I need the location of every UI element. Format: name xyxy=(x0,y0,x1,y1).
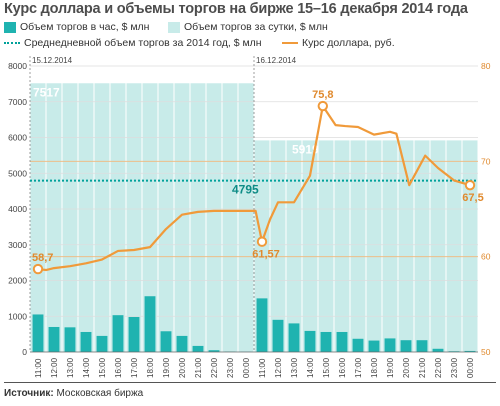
x-tick-label: 15:00 xyxy=(322,357,331,378)
y-right-tick-label: 70 xyxy=(481,156,491,166)
y-left-tick-label: 4000 xyxy=(8,204,27,214)
bar-hourly-volume xyxy=(32,314,44,352)
bar-hourly-volume xyxy=(400,340,412,352)
legend-daily-label: Объем торгов за сутки, $ млн xyxy=(184,21,328,33)
y-left-tick-label: 8000 xyxy=(8,61,27,71)
bar-hourly-volume xyxy=(160,331,172,352)
x-tick-label: 16:00 xyxy=(338,357,347,378)
y-left-tick-label: 1000 xyxy=(8,311,27,321)
bar-hourly-volume xyxy=(176,335,188,352)
bar-hourly-volume xyxy=(368,340,380,352)
x-tick-label: 14:00 xyxy=(306,357,315,378)
x-tick-label: 23:00 xyxy=(450,357,459,378)
source-line: Источник: Московская биржа xyxy=(4,388,143,399)
bar-hourly-volume xyxy=(304,330,316,352)
rate-point-marker xyxy=(256,236,268,247)
date-label-day1: 15.12.2014 xyxy=(32,56,73,65)
bar-hourly-volume xyxy=(288,323,300,352)
x-tick-label: 13:00 xyxy=(290,357,299,378)
daily-total-label-day2: 5919 xyxy=(292,142,319,156)
rate-point-marker xyxy=(317,100,328,112)
rate-point-label: 75,8 xyxy=(312,89,333,101)
rate-point-marker xyxy=(32,263,44,275)
x-tick-label: 16:00 xyxy=(114,357,123,378)
average-label: 4795 xyxy=(232,183,259,197)
y-right-tick-label: 80 xyxy=(481,61,491,71)
bar-hourly-volume xyxy=(352,338,364,352)
source-label: Источник: xyxy=(4,388,54,399)
x-tick-label: 19:00 xyxy=(386,357,395,378)
x-tick-label: 18:00 xyxy=(146,357,155,378)
legend-rate-label: Курс доллара, руб. xyxy=(302,37,395,49)
legend-daily: Объем торгов за сутки, $ млн xyxy=(168,21,328,33)
legend-hourly: Объем торгов в час, $ млн xyxy=(4,21,149,33)
rate-point-label: 58,7 xyxy=(32,252,53,264)
footer-divider xyxy=(4,382,496,383)
x-tick-label: 21:00 xyxy=(194,357,203,378)
daily-total-label-day1: 7517 xyxy=(33,85,60,99)
x-tick-label: 20:00 xyxy=(178,357,187,378)
bar-hourly-volume xyxy=(192,345,204,352)
y-left-tick-label: 3000 xyxy=(8,240,27,250)
x-tick-label: 21:00 xyxy=(418,357,427,378)
x-tick-label: 23:00 xyxy=(226,357,235,378)
x-tick-label: 22:00 xyxy=(434,357,443,378)
y-right-tick-label: 50 xyxy=(481,347,491,357)
x-tick-label: 11:00 xyxy=(34,358,43,378)
bar-hourly-volume xyxy=(272,319,284,352)
bar-hourly-volume xyxy=(128,316,140,352)
bar-hourly-volume xyxy=(96,335,108,352)
legend-rate: Курс доллара, руб. xyxy=(282,37,395,49)
x-tick-label: 11:00 xyxy=(258,358,267,378)
y-left-tick-label: 5000 xyxy=(8,168,27,178)
x-tick-label: 15:00 xyxy=(98,357,107,378)
x-tick-label: 00:00 xyxy=(242,357,251,378)
source-value: Московская биржа xyxy=(56,388,144,399)
x-tick-label: 13:00 xyxy=(66,357,75,378)
bar-hourly-volume xyxy=(336,331,348,352)
bar-hourly-volume xyxy=(256,298,268,352)
x-tick-label: 00:00 xyxy=(466,357,475,378)
bar-hourly-volume xyxy=(144,296,156,352)
x-tick-label: 20:00 xyxy=(402,357,411,378)
y-left-tick-label: 6000 xyxy=(8,133,27,143)
y-left-tick-label: 2000 xyxy=(8,276,27,286)
x-tick-label: 22:00 xyxy=(210,357,219,378)
legend-hourly-swatch xyxy=(4,21,16,33)
rate-point-label: 61,57 xyxy=(252,249,280,261)
rate-point-marker xyxy=(464,179,476,191)
chart-title: Курс доллара и объемы торгов на бирже 15… xyxy=(4,1,468,17)
x-tick-label: 17:00 xyxy=(354,357,363,378)
legend-average-label: Среднедневной объем торгов за 2014 год, … xyxy=(24,37,262,49)
x-tick-label: 12:00 xyxy=(274,357,283,378)
y-left-tick-label: 0 xyxy=(22,347,27,357)
bar-hourly-volume xyxy=(112,315,124,352)
bar-hourly-volume xyxy=(80,331,92,352)
x-tick-label: 14:00 xyxy=(82,357,91,378)
legend-hourly-label: Объем торгов в час, $ млн xyxy=(20,21,150,33)
bar-hourly-volume xyxy=(416,340,428,352)
bar-hourly-volume xyxy=(464,350,476,352)
rate-point-label: 67,5 xyxy=(462,192,483,204)
legend-daily-swatch xyxy=(168,21,180,33)
y-right-tick-label: 60 xyxy=(481,252,491,262)
bar-hourly-volume xyxy=(432,348,444,352)
chart-svg: 15.12.2014 16.12.2014 7517 5919 4795 0 1000 200… xyxy=(8,56,491,378)
bar-hourly-volume xyxy=(208,350,220,352)
legend-average: Среднедневной объем торгов за 2014 год, … xyxy=(4,37,262,49)
legend-average-swatch xyxy=(4,42,20,44)
date-label-day2: 16.12.2014 xyxy=(256,56,297,65)
x-tick-label: 18:00 xyxy=(370,357,379,378)
bar-hourly-volume xyxy=(320,331,332,352)
bar-hourly-volume xyxy=(384,338,396,352)
x-tick-label: 19:00 xyxy=(162,357,171,378)
y-left-tick-label: 7000 xyxy=(8,97,27,107)
x-tick-label: 17:00 xyxy=(130,357,139,378)
x-tick-label: 12:00 xyxy=(50,357,59,378)
legend-rate-swatch xyxy=(282,42,298,44)
bar-hourly-volume xyxy=(64,327,76,352)
bar-hourly-volume xyxy=(48,326,60,352)
